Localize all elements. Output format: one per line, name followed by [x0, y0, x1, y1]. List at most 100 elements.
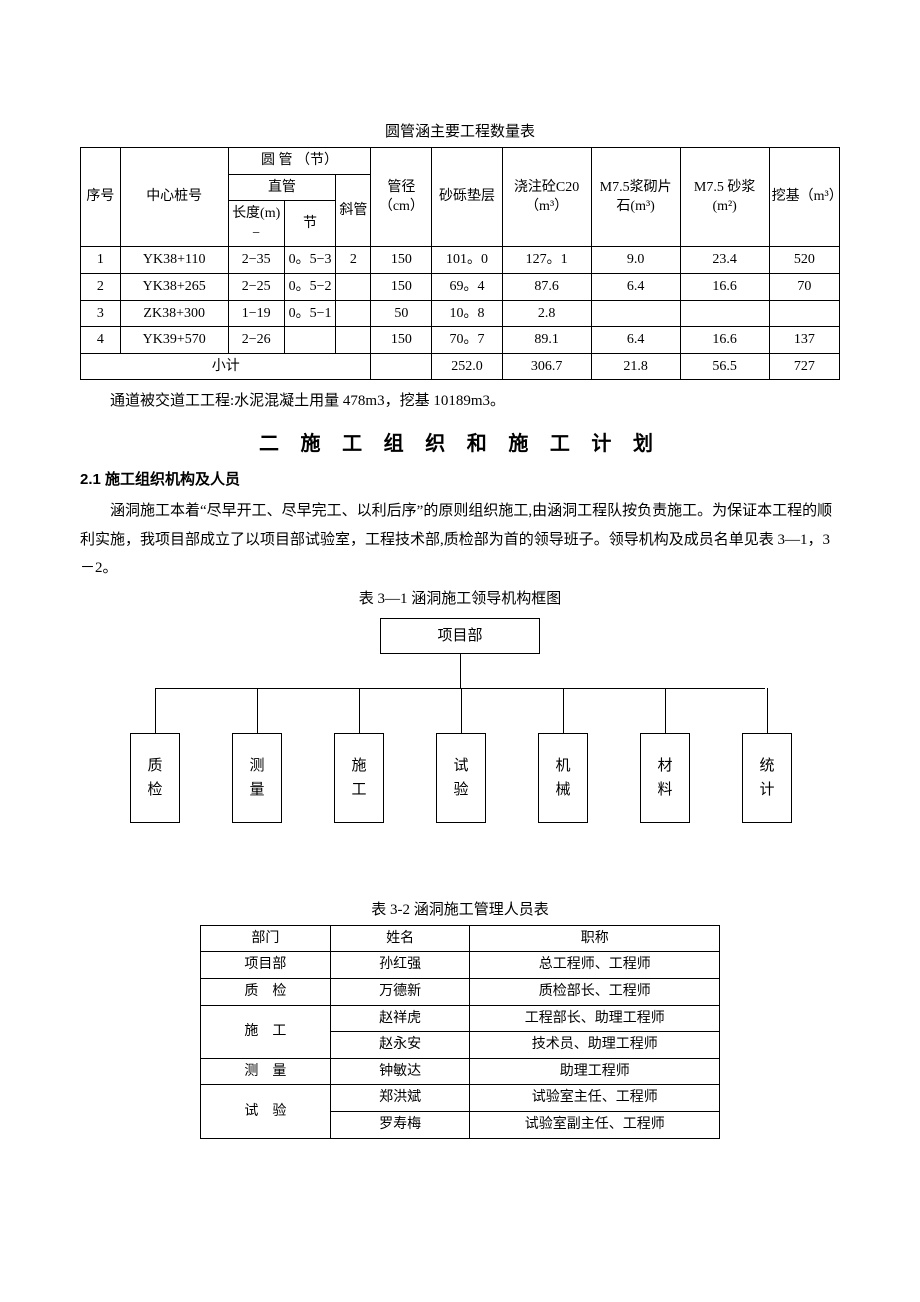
cell-title: 工程部长、助理工程师	[470, 1005, 720, 1032]
cell-name: 罗寿梅	[330, 1112, 470, 1139]
cell-gravel: 70。7	[432, 327, 502, 354]
cell-mortar: 16.6	[680, 327, 769, 354]
cell-rubble	[591, 300, 680, 327]
table-row: 试 验郑洪斌试验室主任、工程师	[201, 1085, 720, 1112]
th-rubble: M7.5浆砌片石(m³)	[591, 148, 680, 247]
th-mortar: M7.5 砂浆(m²)	[680, 148, 769, 247]
org-node: 统计	[742, 733, 792, 823]
cell-oblique	[336, 300, 371, 327]
th-dash: −	[252, 226, 260, 241]
cell-seq: 3	[81, 300, 121, 327]
th-pipe-group: 圆 管 （节）	[228, 148, 371, 175]
cell-dept: 质 检	[201, 979, 331, 1006]
cell-title: 试验室主任、工程师	[470, 1085, 720, 1112]
connector-line	[257, 688, 258, 733]
org-node: 试验	[436, 733, 486, 823]
th-jie: 节	[284, 201, 336, 247]
cell-jie: 0。5−1	[284, 300, 336, 327]
connector-line	[359, 688, 360, 733]
cell-name: 赵永安	[330, 1032, 470, 1059]
subtotal-blank	[371, 353, 432, 380]
t2-col-title: 职称	[470, 925, 720, 952]
cell-dia: 150	[371, 327, 432, 354]
cell-mortar	[680, 300, 769, 327]
cell-jie: 0。5−2	[284, 273, 336, 300]
th-c20: 浇注砼C20（m³）	[502, 148, 591, 247]
cell-len: 2−25	[228, 273, 284, 300]
quantity-table: 序号 中心桩号 圆 管 （节） 管径（cm） 砂砾垫层 浇注砼C20（m³） M…	[80, 147, 840, 380]
table1-title: 圆管涵主要工程数量表	[80, 120, 840, 141]
staff-table: 部门 姓名 职称 项目部孙红强总工程师、工程师质 检万德新质检部长、工程师施 工…	[200, 925, 720, 1139]
cell-name: 万德新	[330, 979, 470, 1006]
cell-oblique	[336, 273, 371, 300]
org-chart: 项目部质检测量施工试验机械材料统计	[100, 618, 820, 878]
cell-exc: 137	[769, 327, 839, 354]
connector-line	[461, 688, 462, 733]
cell-dept: 测 量	[201, 1058, 331, 1085]
subtotal-exc: 727	[769, 353, 839, 380]
table-row: 施 工赵祥虎工程部长、助理工程师	[201, 1005, 720, 1032]
cell-oblique: 2	[336, 247, 371, 274]
th-seq: 序号	[81, 148, 121, 247]
th-straight: 直管	[228, 174, 336, 201]
cell-rubble: 6.4	[591, 273, 680, 300]
table-row: 项目部孙红强总工程师、工程师	[201, 952, 720, 979]
subtotal-rubble: 21.8	[591, 353, 680, 380]
th-excavation: 挖基（m³）	[769, 148, 839, 247]
t2-col-dept: 部门	[201, 925, 331, 952]
table2-caption: 表 3-2 涵洞施工管理人员表	[80, 898, 840, 919]
subtotal-label: 小计	[81, 353, 371, 380]
cell-title: 总工程师、工程师	[470, 952, 720, 979]
org-node: 施工	[334, 733, 384, 823]
t2-col-name: 姓名	[330, 925, 470, 952]
cell-name: 赵祥虎	[330, 1005, 470, 1032]
cell-c20: 2.8	[502, 300, 591, 327]
connector-line	[155, 688, 765, 689]
section2-para: 涵洞施工本着“尽早开工、尽早完工、以利后序”的原则组织施工,由涵洞工程队按负责施…	[80, 497, 840, 583]
cell-gravel: 10。8	[432, 300, 502, 327]
th-stake: 中心桩号	[120, 148, 228, 247]
subtotal-mortar: 56.5	[680, 353, 769, 380]
cell-stake: ZK38+300	[120, 300, 228, 327]
cell-seq: 4	[81, 327, 121, 354]
subsection-2-1: 2.1 施工组织机构及人员	[80, 468, 840, 489]
cell-rubble: 9.0	[591, 247, 680, 274]
org-node: 材料	[640, 733, 690, 823]
table-row: 3ZK38+3001−190。5−15010。82.8	[81, 300, 840, 327]
cell-seq: 2	[81, 273, 121, 300]
cell-len: 2−35	[228, 247, 284, 274]
cell-dept: 试 验	[201, 1085, 331, 1138]
connector-line	[767, 688, 768, 733]
cell-jie: 0。5−3	[284, 247, 336, 274]
cell-title: 试验室副主任、工程师	[470, 1112, 720, 1139]
table-row: 测 量钟敏达助理工程师	[201, 1058, 720, 1085]
cell-gravel: 101。0	[432, 247, 502, 274]
table-row: 4YK39+5702−2615070。789.16.416.6137	[81, 327, 840, 354]
th-oblique: 斜管	[336, 174, 371, 247]
cell-exc: 70	[769, 273, 839, 300]
cell-mortar: 23.4	[680, 247, 769, 274]
cell-stake: YK38+265	[120, 273, 228, 300]
cell-stake: YK39+570	[120, 327, 228, 354]
table-row: 1YK38+1102−350。5−32150101。0127。19.023.45…	[81, 247, 840, 274]
fig-caption: 表 3—1 涵洞施工领导机构框图	[80, 587, 840, 608]
table-row: 质 检万德新质检部长、工程师	[201, 979, 720, 1006]
org-node: 机械	[538, 733, 588, 823]
connector-line	[665, 688, 666, 733]
cell-dept: 施 工	[201, 1005, 331, 1058]
cell-dept: 项目部	[201, 952, 331, 979]
subtotal-gravel: 252.0	[432, 353, 502, 380]
cell-len: 1−19	[228, 300, 284, 327]
cell-seq: 1	[81, 247, 121, 274]
connector-line	[563, 688, 564, 733]
cell-name: 郑洪斌	[330, 1085, 470, 1112]
th-length: 长度(m) −	[228, 201, 284, 247]
cell-dia: 150	[371, 247, 432, 274]
cell-exc	[769, 300, 839, 327]
subtotal-c20: 306.7	[502, 353, 591, 380]
cell-title: 助理工程师	[470, 1058, 720, 1085]
cell-c20: 127。1	[502, 247, 591, 274]
org-node: 项目部	[380, 618, 540, 654]
cell-exc: 520	[769, 247, 839, 274]
th-length-text: 长度(m)	[232, 206, 280, 221]
